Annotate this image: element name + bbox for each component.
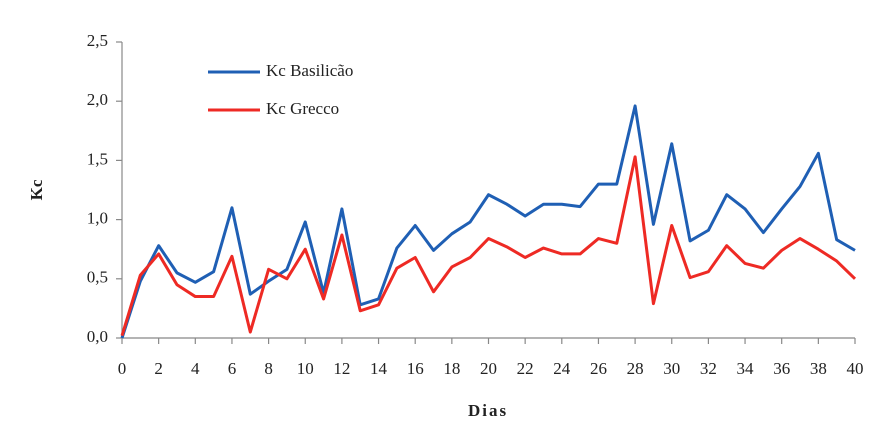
x-tick-label: 12 <box>333 359 350 378</box>
x-axis-label: Dias <box>468 401 508 420</box>
x-tick-label: 24 <box>553 359 571 378</box>
series-line <box>120 155 857 337</box>
x-tick-label: 18 <box>443 359 460 378</box>
y-tick-label: 0,0 <box>87 327 108 346</box>
x-tick-label: 36 <box>773 359 790 378</box>
x-tick-label: 22 <box>517 359 534 378</box>
y-tick-label: 1,0 <box>87 209 108 228</box>
y-tick-label: 0,5 <box>87 268 108 287</box>
x-tick-label: 30 <box>663 359 680 378</box>
series-line <box>120 104 856 339</box>
x-tick-label: 4 <box>191 359 200 378</box>
x-tick-label: 34 <box>737 359 755 378</box>
x-tick-label: 38 <box>810 359 827 378</box>
x-tick-label: 28 <box>627 359 644 378</box>
x-tick-label: 6 <box>228 359 237 378</box>
x-tick-label: 10 <box>297 359 314 378</box>
y-tick-label: 2,5 <box>87 31 108 50</box>
x-tick-label: 8 <box>264 359 273 378</box>
y-axis-label: Kc <box>27 179 46 200</box>
y-tick-label: 1,5 <box>87 149 108 168</box>
y-tick-label: 2,0 <box>87 90 108 109</box>
x-tick-label: 2 <box>154 359 163 378</box>
x-tick-label: 16 <box>407 359 424 378</box>
legend-label: Kc Grecco <box>266 99 339 118</box>
x-tick-label: 32 <box>700 359 717 378</box>
x-tick-label: 26 <box>590 359 607 378</box>
x-tick-label: 0 <box>118 359 127 378</box>
x-tick-label: 40 <box>847 359 864 378</box>
x-tick-label: 20 <box>480 359 497 378</box>
legend-label: Kc Basilicão <box>266 61 353 80</box>
x-tick-label: 14 <box>370 359 388 378</box>
